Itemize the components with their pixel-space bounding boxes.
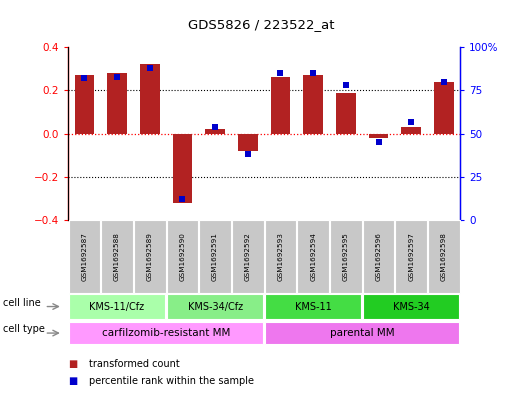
Text: GSM1692594: GSM1692594 (310, 232, 316, 281)
Text: GSM1692589: GSM1692589 (147, 232, 153, 281)
Text: cell type: cell type (3, 324, 44, 334)
Text: KMS-11: KMS-11 (295, 301, 332, 312)
Point (80, 75, 88, 81)
Text: GSM1692590: GSM1692590 (179, 232, 185, 281)
Text: transformed count: transformed count (89, 358, 180, 369)
Bar (206, 129, 225, 134)
Bar (434, 82, 453, 134)
Text: carfilzomib-resistant MM: carfilzomib-resistant MM (102, 328, 230, 338)
Point (211, 123, 219, 130)
Bar (238, 134, 257, 151)
Text: GDS5826 / 223522_at: GDS5826 / 223522_at (188, 18, 335, 31)
Text: percentile rank within the sample: percentile rank within the sample (89, 376, 254, 386)
Point (440, 79, 448, 85)
Text: cell line: cell line (3, 298, 40, 308)
Text: GSM1692587: GSM1692587 (82, 232, 87, 281)
Point (244, 151, 252, 158)
Bar (369, 134, 388, 138)
Point (342, 82, 350, 88)
Text: ■: ■ (68, 376, 77, 386)
Text: KMS-34: KMS-34 (393, 301, 429, 312)
Bar (271, 77, 290, 134)
Text: GSM1692593: GSM1692593 (278, 232, 283, 281)
Point (374, 139, 383, 145)
Bar (173, 134, 192, 203)
Point (178, 196, 187, 202)
Text: GSM1692591: GSM1692591 (212, 232, 218, 281)
Point (145, 65, 154, 71)
Text: GSM1692596: GSM1692596 (376, 232, 381, 281)
Bar (74, 75, 94, 134)
Point (407, 118, 415, 125)
Text: KMS-34/Cfz: KMS-34/Cfz (188, 301, 243, 312)
Text: parental MM: parental MM (330, 328, 394, 338)
Bar (107, 73, 127, 134)
Text: ■: ■ (68, 358, 77, 369)
Text: KMS-11/Cfz: KMS-11/Cfz (89, 301, 144, 312)
Text: GSM1692597: GSM1692597 (408, 232, 414, 281)
Point (276, 70, 285, 76)
Point (309, 70, 317, 76)
Text: GSM1692595: GSM1692595 (343, 232, 349, 281)
Text: GSM1692588: GSM1692588 (114, 232, 120, 281)
Bar (336, 93, 356, 134)
Text: GSM1692592: GSM1692592 (245, 232, 251, 281)
Bar (402, 127, 421, 134)
Text: GSM1692598: GSM1692598 (441, 232, 447, 281)
Bar (303, 75, 323, 134)
Point (113, 73, 121, 80)
Bar (140, 64, 160, 134)
